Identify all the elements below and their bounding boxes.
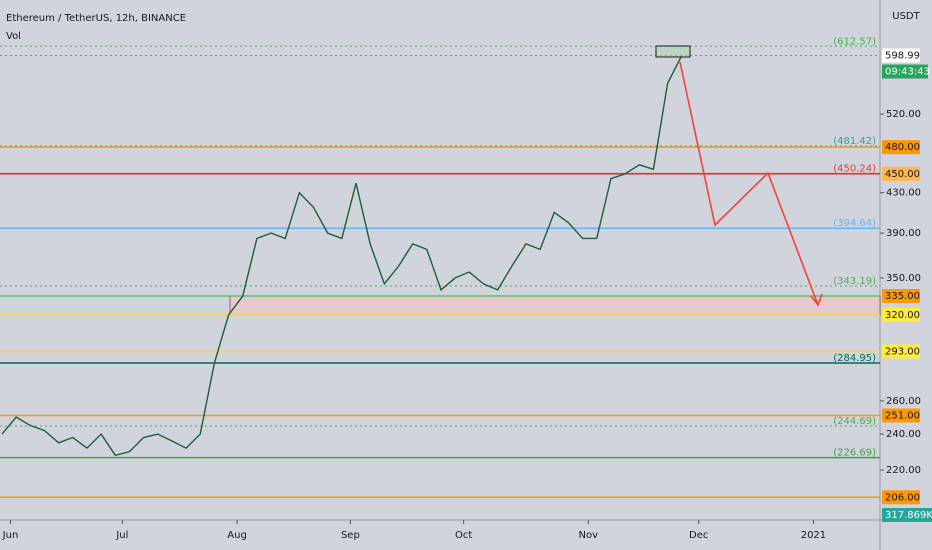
y-tick-label: 430.00 [886, 188, 921, 199]
axis-unit: USDT [892, 11, 920, 22]
level-label: (450.24) [833, 164, 876, 175]
price-zone [229, 295, 881, 316]
countdown-badge [882, 64, 928, 79]
volume-label: 317.869K [885, 510, 932, 521]
price-line [1, 55, 683, 457]
price-badge [882, 307, 920, 322]
arrow-head [810, 293, 823, 307]
y-tick-label: 350.00 [886, 273, 921, 284]
level-label: (284.95) [833, 353, 876, 364]
price-badge-label: 206.00 [885, 492, 920, 503]
countdown: 09:43:43 [885, 67, 930, 78]
y-tick-label: 220.00 [886, 465, 921, 476]
price-badge [882, 490, 920, 505]
price-badge [882, 166, 920, 181]
price-badge-label: 251.00 [885, 411, 920, 422]
price-badge [882, 48, 920, 63]
price-badge-label: 480.00 [885, 142, 920, 153]
price-badge [882, 344, 920, 359]
price-badge-label: 335.00 [885, 291, 920, 302]
indicator-label: Vol [6, 31, 21, 42]
y-tick-label: 240.00 [886, 429, 921, 440]
price-badge-label: 320.00 [885, 310, 920, 321]
price-badge-label: 293.00 [885, 346, 920, 357]
volume-badge [882, 508, 932, 522]
price-badge-label: 598.99 [885, 51, 920, 62]
highlight-box [655, 45, 691, 58]
x-tick-label: Dec [689, 530, 708, 541]
x-tick-label: Sep [341, 530, 360, 541]
y-tick-label: 260.00 [886, 396, 921, 407]
level-label: (612.57) [833, 36, 876, 47]
projection-arrow [679, 61, 819, 306]
y-tick-label: 520.00 [886, 109, 921, 120]
x-tick-label: 2021 [801, 530, 826, 541]
x-tick-label: Nov [579, 530, 599, 541]
x-tick-label: Aug [227, 530, 247, 541]
y-tick-label: 390.00 [886, 228, 921, 239]
price-badge [882, 408, 920, 423]
x-tick-label: Jun [2, 530, 19, 541]
level-label: (394.64) [833, 218, 876, 229]
level-label: (226.69) [833, 448, 876, 459]
level-label: (343.19) [833, 276, 876, 287]
price-badge-label: 450.00 [885, 169, 920, 180]
chart-title: Ethereum / TetherUS, 12h, BINANCE [6, 13, 186, 24]
x-tick-label: Jul [115, 530, 128, 541]
price-badge [882, 140, 920, 155]
x-tick-label: Oct [455, 530, 472, 541]
price-badge [882, 289, 920, 304]
level-label: (244.69) [833, 416, 876, 427]
level-label: (481.42) [833, 136, 876, 147]
